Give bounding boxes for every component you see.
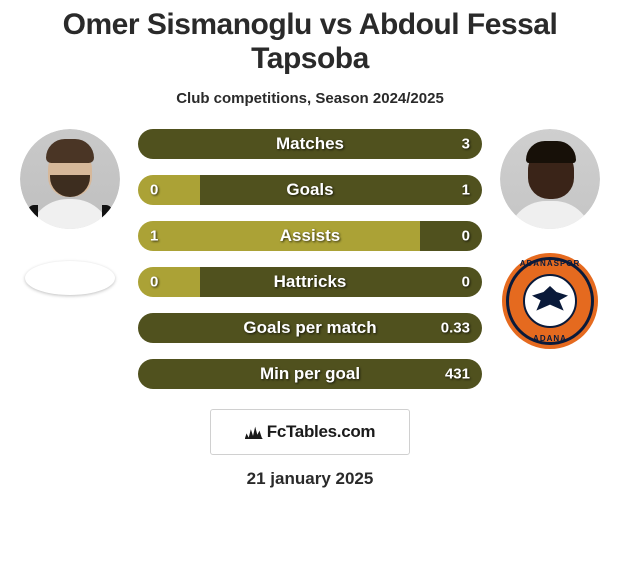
crest-text-top: ADANASPOR <box>502 259 598 268</box>
stat-row: Goals per match 0.33 <box>138 313 482 343</box>
crest-text-bottom: ADANA <box>502 334 598 343</box>
stat-value-right: 0.33 <box>441 320 470 337</box>
stat-value-right: 3 <box>462 136 470 153</box>
stat-value-right: 0 <box>462 274 470 291</box>
footer-brand-text: FcTables.com <box>267 422 376 442</box>
stat-row: Matches 3 <box>138 129 482 159</box>
stat-value-right: 0 <box>462 228 470 245</box>
stat-value-right: 431 <box>445 366 470 383</box>
stat-value-left: 0 <box>150 274 158 291</box>
subtitle: Club competitions, Season 2024/2025 <box>10 90 610 107</box>
date-label: 21 january 2025 <box>10 469 610 489</box>
stat-value-left: 1 <box>150 228 158 245</box>
stat-label: Assists <box>280 226 340 246</box>
stat-row: Hattricks 0 0 <box>138 267 482 297</box>
stat-label: Hattricks <box>274 272 347 292</box>
comparison-card: Omer Sismanoglu vs Abdoul Fessal Tapsoba… <box>0 0 620 580</box>
content-row: Matches3Goals01Assists10Hattricks00Goals… <box>10 129 610 389</box>
bar-left <box>138 175 200 205</box>
right-player-photo <box>500 129 600 229</box>
bar-right <box>200 175 482 205</box>
page-title: Omer Sismanoglu vs Abdoul Fessal Tapsoba <box>10 8 610 76</box>
stat-value-right: 1 <box>462 182 470 199</box>
bar-left <box>138 267 200 297</box>
footer-brand[interactable]: FcTables.com <box>210 409 410 455</box>
bar-right <box>420 221 482 251</box>
stat-value-left: 0 <box>150 182 158 199</box>
left-column <box>20 129 120 295</box>
stat-row: Goals 0 1 <box>138 175 482 205</box>
stat-label: Goals per match <box>243 318 376 338</box>
right-club-crest: ADANASPOR ADANA <box>502 253 598 349</box>
left-player-photo <box>20 129 120 229</box>
stat-bars: Matches3Goals01Assists10Hattricks00Goals… <box>138 129 482 389</box>
stat-row: Min per goal 431 <box>138 359 482 389</box>
right-column: ADANASPOR ADANA <box>500 129 600 349</box>
stat-label: Matches <box>276 134 344 154</box>
stat-row: Assists 1 0 <box>138 221 482 251</box>
chart-icon <box>245 425 263 439</box>
stat-label: Goals <box>286 180 333 200</box>
stat-label: Min per goal <box>260 364 360 384</box>
left-club-crest <box>25 261 115 295</box>
